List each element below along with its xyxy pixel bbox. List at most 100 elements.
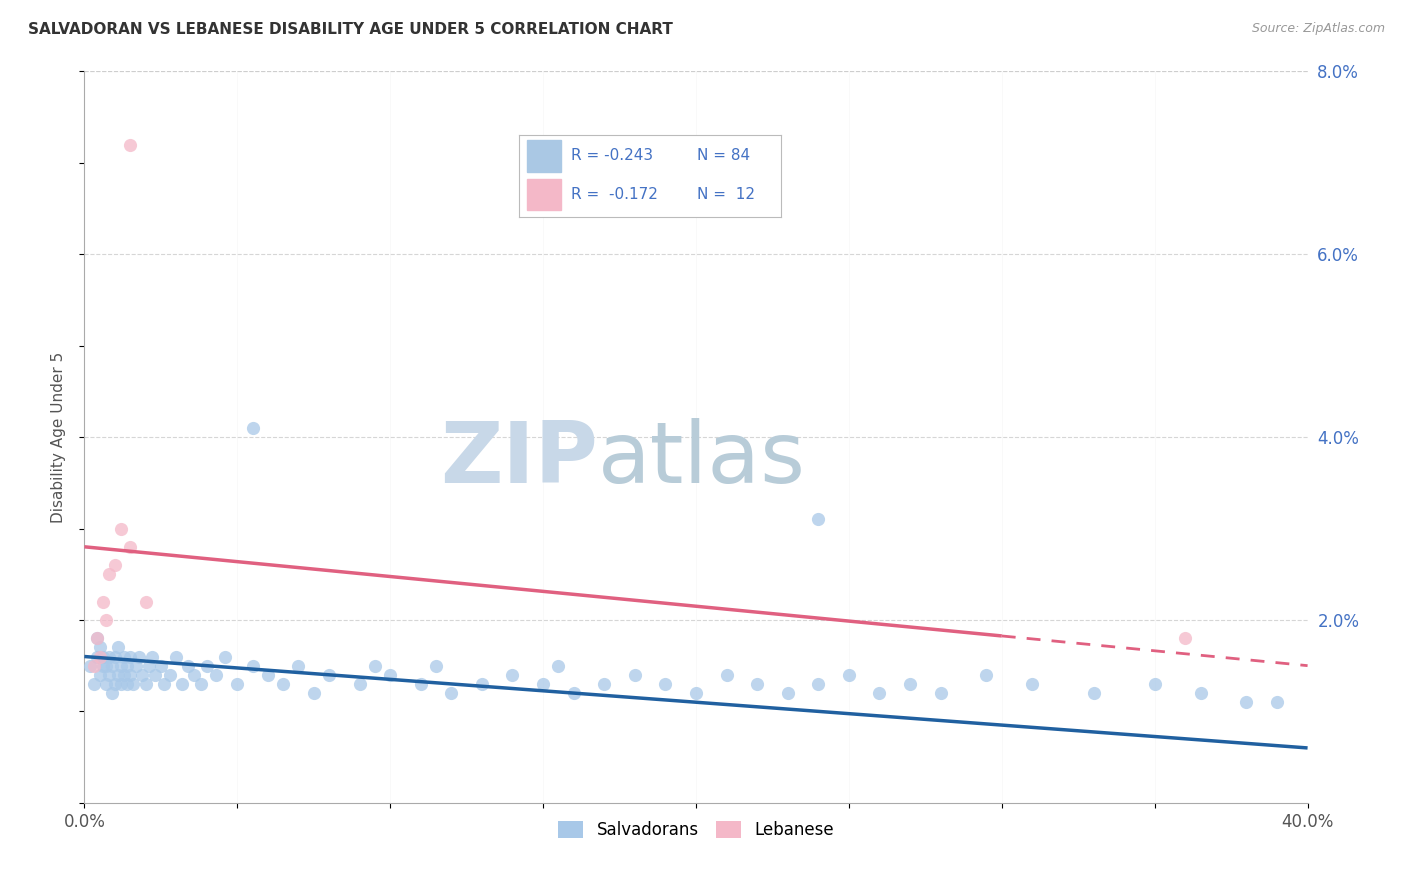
Point	[91, 658, 114, 673]
Text: Source: ZipAtlas.com: Source: ZipAtlas.com	[1251, 22, 1385, 36]
Point	[1189, 686, 1212, 700]
Point	[89, 640, 111, 655]
Point	[547, 658, 569, 673]
Point	[226, 677, 249, 691]
FancyBboxPatch shape	[527, 140, 561, 171]
Point	[929, 686, 952, 700]
Text: R = -0.243: R = -0.243	[571, 148, 654, 163]
Point	[807, 677, 830, 691]
Point	[115, 677, 138, 691]
Point	[1143, 677, 1166, 691]
Point	[409, 677, 432, 691]
Point	[1174, 632, 1197, 646]
Point	[79, 658, 101, 673]
Text: ZIP: ZIP	[440, 417, 598, 500]
Point	[125, 658, 148, 673]
Point	[349, 677, 371, 691]
Point	[94, 613, 117, 627]
Point	[624, 667, 647, 681]
Point	[685, 686, 707, 700]
Point	[101, 686, 124, 700]
FancyBboxPatch shape	[527, 179, 561, 211]
Point	[183, 667, 205, 681]
Point	[94, 677, 117, 691]
Point	[205, 667, 228, 681]
Point	[115, 658, 138, 673]
Point	[502, 667, 524, 681]
Point	[242, 658, 264, 673]
Point	[838, 667, 860, 681]
Point	[1236, 695, 1258, 709]
Point	[776, 686, 799, 700]
Point	[318, 667, 340, 681]
Point	[562, 686, 585, 700]
Point	[531, 677, 554, 691]
Point	[190, 677, 212, 691]
Point	[94, 658, 117, 673]
Text: N =  12: N = 12	[697, 187, 755, 202]
Point	[440, 686, 463, 700]
Point	[869, 686, 891, 700]
Point	[104, 677, 127, 691]
Point	[104, 558, 127, 573]
Point	[110, 658, 132, 673]
Point	[120, 667, 142, 681]
Point	[976, 667, 998, 681]
Point	[112, 667, 135, 681]
Point	[135, 595, 157, 609]
Point	[1021, 677, 1043, 691]
Point	[122, 677, 145, 691]
Point	[86, 649, 108, 664]
Point	[91, 595, 114, 609]
Point	[131, 667, 153, 681]
Point	[97, 649, 120, 664]
Point	[97, 667, 120, 681]
Point	[425, 658, 447, 673]
Point	[135, 677, 157, 691]
Point	[471, 677, 494, 691]
Point	[107, 667, 129, 681]
Point	[257, 667, 280, 681]
Point	[716, 667, 738, 681]
Point	[110, 677, 132, 691]
Point	[654, 677, 676, 691]
Point	[120, 540, 142, 554]
Y-axis label: Disability Age Under 5: Disability Age Under 5	[51, 351, 66, 523]
Point	[1083, 686, 1105, 700]
Point	[149, 658, 172, 673]
Point	[271, 677, 294, 691]
Point	[83, 658, 105, 673]
Point	[97, 567, 120, 582]
Point	[86, 632, 108, 646]
Point	[86, 632, 108, 646]
Point	[83, 677, 105, 691]
Point	[1265, 695, 1288, 709]
Text: N = 84: N = 84	[697, 148, 749, 163]
Point	[172, 677, 194, 691]
Text: SALVADORAN VS LEBANESE DISABILITY AGE UNDER 5 CORRELATION CHART: SALVADORAN VS LEBANESE DISABILITY AGE UN…	[28, 22, 673, 37]
Point	[807, 512, 830, 526]
Point	[195, 658, 218, 673]
Point	[120, 649, 142, 664]
Point	[165, 649, 187, 664]
Point	[380, 667, 402, 681]
Point	[110, 521, 132, 535]
Point	[89, 667, 111, 681]
Point	[747, 677, 769, 691]
Legend: Salvadorans, Lebanese: Salvadorans, Lebanese	[551, 814, 841, 846]
Point	[101, 658, 124, 673]
Point	[138, 658, 160, 673]
Point	[242, 421, 264, 435]
Point	[177, 658, 200, 673]
Point	[214, 649, 236, 664]
Point	[112, 649, 135, 664]
Point	[89, 649, 111, 664]
Point	[159, 667, 181, 681]
Text: R =  -0.172: R = -0.172	[571, 187, 658, 202]
Point	[141, 649, 163, 664]
Point	[91, 649, 114, 664]
Point	[302, 686, 325, 700]
Point	[143, 667, 166, 681]
Point	[104, 649, 127, 664]
Point	[153, 677, 176, 691]
